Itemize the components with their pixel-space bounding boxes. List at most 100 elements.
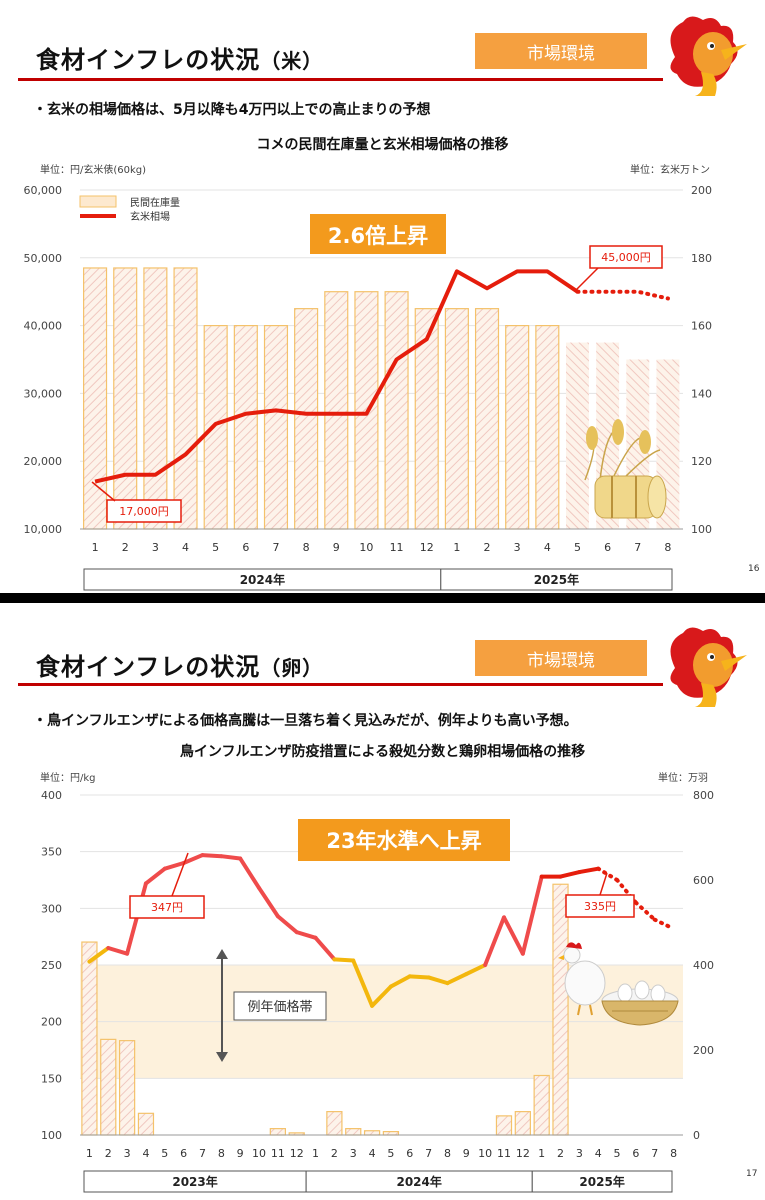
- x-tick-label: 11: [271, 1147, 285, 1160]
- x-tick-label: 1: [538, 1147, 545, 1160]
- x-tick-label: 9: [333, 541, 340, 554]
- x-tick-label: 6: [180, 1147, 187, 1160]
- y-left-tick-label: 200: [41, 1016, 62, 1029]
- x-tick-label: 2: [484, 541, 491, 554]
- price-line: [94, 269, 670, 484]
- x-tick-label: 5: [212, 541, 219, 554]
- inventory-bar: [384, 291, 409, 530]
- slide-title: 食材インフレの状況（卵）: [36, 653, 324, 681]
- culling-bar: [269, 1128, 286, 1136]
- left-axis-unit: 単位：円/kg: [40, 773, 96, 784]
- headline-text: 2.6倍上昇: [328, 224, 428, 248]
- x-tick-label: 10: [359, 541, 373, 554]
- y-right-tick-label: 200: [691, 184, 712, 197]
- callout-347-pointer: [171, 852, 189, 897]
- title-underline: [18, 78, 663, 81]
- y-left-tick-label: 100: [41, 1129, 62, 1142]
- year-axis: 2024年 2025年: [83, 568, 673, 591]
- title-underline: [18, 683, 663, 686]
- inventory-bar: [505, 325, 530, 530]
- inventory-bar: [263, 325, 289, 530]
- culling-bar: [533, 1074, 550, 1136]
- price-segment: [558, 870, 582, 879]
- callout-low-text: 17,000円: [119, 505, 169, 518]
- x-tick-label: 2: [122, 541, 129, 554]
- x-tick-label: 6: [604, 541, 611, 554]
- chart-title: 鳥インフルエンザ防疫措置による殺処分数と鶏卵相場価格の推移: [179, 744, 586, 760]
- left-axis-unit: 単位：円/玄米俵(60kg): [40, 165, 147, 176]
- price-segment: [445, 972, 469, 986]
- x-tick-label: 6: [632, 1147, 639, 1160]
- inventory-bar: [143, 267, 168, 530]
- x-tick-label: 1: [312, 1147, 319, 1160]
- inventory-bar: [113, 267, 138, 530]
- headline-text: 23年水準へ上昇: [326, 829, 481, 853]
- legend: 民間在庫量 玄米相場: [79, 195, 180, 223]
- x-tick-label: 4: [595, 1147, 602, 1160]
- culling-bars: [81, 883, 569, 1136]
- price-segment: [200, 853, 224, 859]
- price-segment: [351, 958, 375, 1008]
- y-right-tick-label: 400: [693, 959, 714, 972]
- y-left-tick-label: 10,000: [24, 523, 63, 536]
- x-tick-label: 8: [218, 1147, 225, 1160]
- price-segment: [181, 853, 205, 865]
- culling-bar: [552, 883, 569, 1136]
- y-left-tick-label: 250: [41, 959, 62, 972]
- x-tick-label: 8: [444, 1147, 451, 1160]
- x-tick-label: 4: [142, 1147, 149, 1160]
- year-label: 2025年: [579, 1174, 624, 1189]
- egg-price-line: [87, 853, 676, 1008]
- culling-bar: [363, 1130, 381, 1136]
- legend-label-inventory: 民間在庫量: [130, 196, 180, 209]
- callout-347-text: 347円: [151, 901, 183, 914]
- price-segment: [483, 915, 506, 967]
- inventory-bar: [474, 308, 500, 530]
- culling-bar: [118, 1040, 136, 1136]
- price-segment: [313, 935, 337, 962]
- inventory-bar: [173, 267, 198, 530]
- inventory-bars: [83, 267, 680, 530]
- rice-chart: 10,000 20,000 30,000 40,000 50,000 60,000 100 1…: [24, 184, 713, 591]
- inventory-bar: [566, 342, 589, 529]
- x-tick-label: 11: [497, 1147, 511, 1160]
- x-tick-label: 3: [152, 541, 159, 554]
- callout-low-box: [106, 499, 182, 523]
- right-axis-unit: 単位：玄米万トン: [630, 165, 710, 176]
- axes: 10,000 20,000 30,000 40,000 50,000 60,000 100 1…: [24, 184, 713, 554]
- inventory-bar: [83, 267, 108, 530]
- y-right-tick-label: 100: [691, 523, 712, 536]
- x-tick-label: 10: [252, 1147, 266, 1160]
- culling-bar: [382, 1131, 400, 1136]
- x-tick-label: 2: [331, 1147, 338, 1160]
- x-tick-label: 11: [390, 541, 404, 554]
- x-tick-label: 9: [463, 1147, 470, 1160]
- callout-347-box: [129, 895, 205, 919]
- price-segment-forecast: [615, 878, 638, 905]
- x-tick-label: 4: [544, 541, 551, 554]
- y-left-tick-label: 50,000: [24, 252, 63, 265]
- x-tick-label: 4: [369, 1147, 376, 1160]
- price-segment: [275, 914, 299, 935]
- culling-bar: [514, 1111, 531, 1136]
- x-tick-label: 5: [614, 1147, 621, 1160]
- market-badge: 市場環境: [475, 640, 647, 676]
- inventory-bar: [324, 291, 349, 530]
- inventory-bar: [444, 308, 469, 530]
- y-left-tick-label: 30,000: [24, 387, 63, 400]
- price-segment: [426, 975, 450, 986]
- y-left-tick-label: 40,000: [24, 320, 63, 333]
- chicken-and-egg-basket-icon: [558, 942, 679, 1026]
- y-right-tick-label: 160: [691, 320, 712, 333]
- callout-high-pointer: [575, 267, 599, 291]
- slide-divider: [0, 593, 765, 603]
- year-cell: [440, 568, 673, 591]
- y-right-tick-label: 600: [693, 874, 714, 887]
- chart-title: コメの民間在庫量と玄米相場価格の推移: [256, 137, 509, 153]
- x-tick-label: 12: [420, 541, 434, 554]
- price-segment: [87, 946, 111, 964]
- year-cell: [531, 1170, 673, 1193]
- year-label: 2024年: [396, 1174, 441, 1189]
- y-left-tick-label: 20,000: [24, 455, 63, 468]
